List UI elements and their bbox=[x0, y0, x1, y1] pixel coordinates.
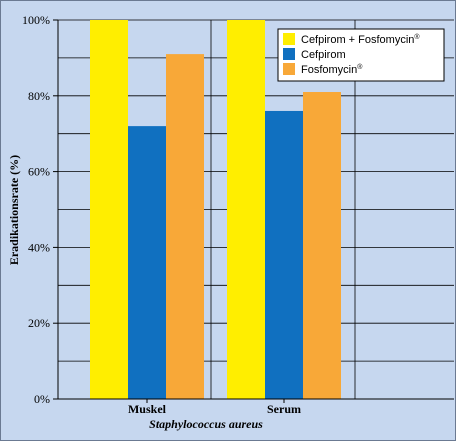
y-axis-label: Eradikationsrate (%) bbox=[7, 155, 21, 265]
x-category-label: Muskel bbox=[128, 402, 167, 416]
legend: Cefpirom + Fosfomycin® Cefpirom Fosfomycin… bbox=[277, 28, 445, 82]
legend-box bbox=[277, 28, 445, 82]
y-tick-label: 40% bbox=[28, 240, 50, 254]
legend-label: Cefpirom + Fosfomycin® bbox=[301, 33, 420, 46]
y-tick-label: 80% bbox=[28, 89, 50, 103]
bar bbox=[166, 54, 204, 400]
legend-swatch bbox=[283, 33, 295, 45]
y-axis-ticks: 0% 20% 40% 60% 80% 100% bbox=[22, 13, 58, 406]
y-tick-label: 20% bbox=[28, 316, 50, 330]
bar bbox=[128, 126, 166, 400]
y-tick-label: 100% bbox=[22, 13, 50, 27]
legend-swatch bbox=[283, 63, 295, 75]
bar bbox=[265, 110, 303, 400]
y-tick-label: 60% bbox=[28, 165, 50, 179]
legend-swatch bbox=[283, 48, 295, 60]
bar bbox=[227, 20, 265, 399]
x-category-label: Serum bbox=[267, 402, 301, 416]
x-axis-categories: Muskel Serum bbox=[128, 399, 301, 416]
bar bbox=[90, 20, 128, 399]
y-tick-label: 0% bbox=[34, 392, 50, 406]
legend-label: Cefpirom bbox=[301, 49, 346, 61]
legend-label: Fosfomycin® bbox=[301, 63, 363, 76]
bars bbox=[90, 20, 341, 400]
bar bbox=[303, 92, 341, 399]
x-axis-label: Staphylococcus aureus bbox=[149, 417, 263, 431]
